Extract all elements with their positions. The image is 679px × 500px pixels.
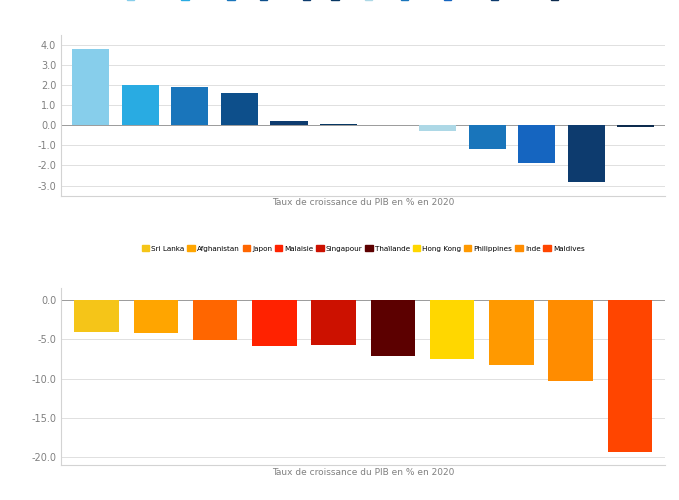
- Bar: [75, 300, 119, 332]
- Bar: [252, 300, 297, 346]
- Bar: [430, 300, 475, 359]
- Bar: [72, 49, 109, 126]
- Bar: [193, 300, 238, 340]
- Bar: [134, 300, 178, 333]
- Bar: [608, 300, 652, 452]
- Bar: [221, 93, 258, 126]
- Bar: [270, 122, 308, 126]
- Bar: [518, 126, 555, 164]
- Bar: [312, 300, 356, 345]
- Bar: [469, 126, 506, 150]
- X-axis label: Taux de croissance du PIB en % en 2020: Taux de croissance du PIB en % en 2020: [272, 198, 454, 207]
- Bar: [617, 126, 655, 128]
- Bar: [171, 87, 208, 126]
- Bar: [419, 126, 456, 132]
- X-axis label: Taux de croissance du PIB en % en 2020: Taux de croissance du PIB en % en 2020: [272, 468, 454, 477]
- Bar: [371, 300, 415, 356]
- Bar: [122, 85, 159, 126]
- Bar: [549, 300, 593, 381]
- Bar: [568, 126, 605, 182]
- Bar: [489, 300, 534, 366]
- Legend: Sri Lanka, Afghanistan, Japon, Malaisie, Singapour, Thaïlande, Hong Kong, Philip: Sri Lanka, Afghanistan, Japon, Malaisie,…: [139, 242, 587, 254]
- Bar: [320, 124, 357, 126]
- Legend: Bangladesh, Myanmar, Chine, Vietnam, Laos, Népal, Taiwan, Pakistan, Indonésie, C: Bangladesh, Myanmar, Chine, Vietnam, Lao…: [124, 0, 602, 3]
